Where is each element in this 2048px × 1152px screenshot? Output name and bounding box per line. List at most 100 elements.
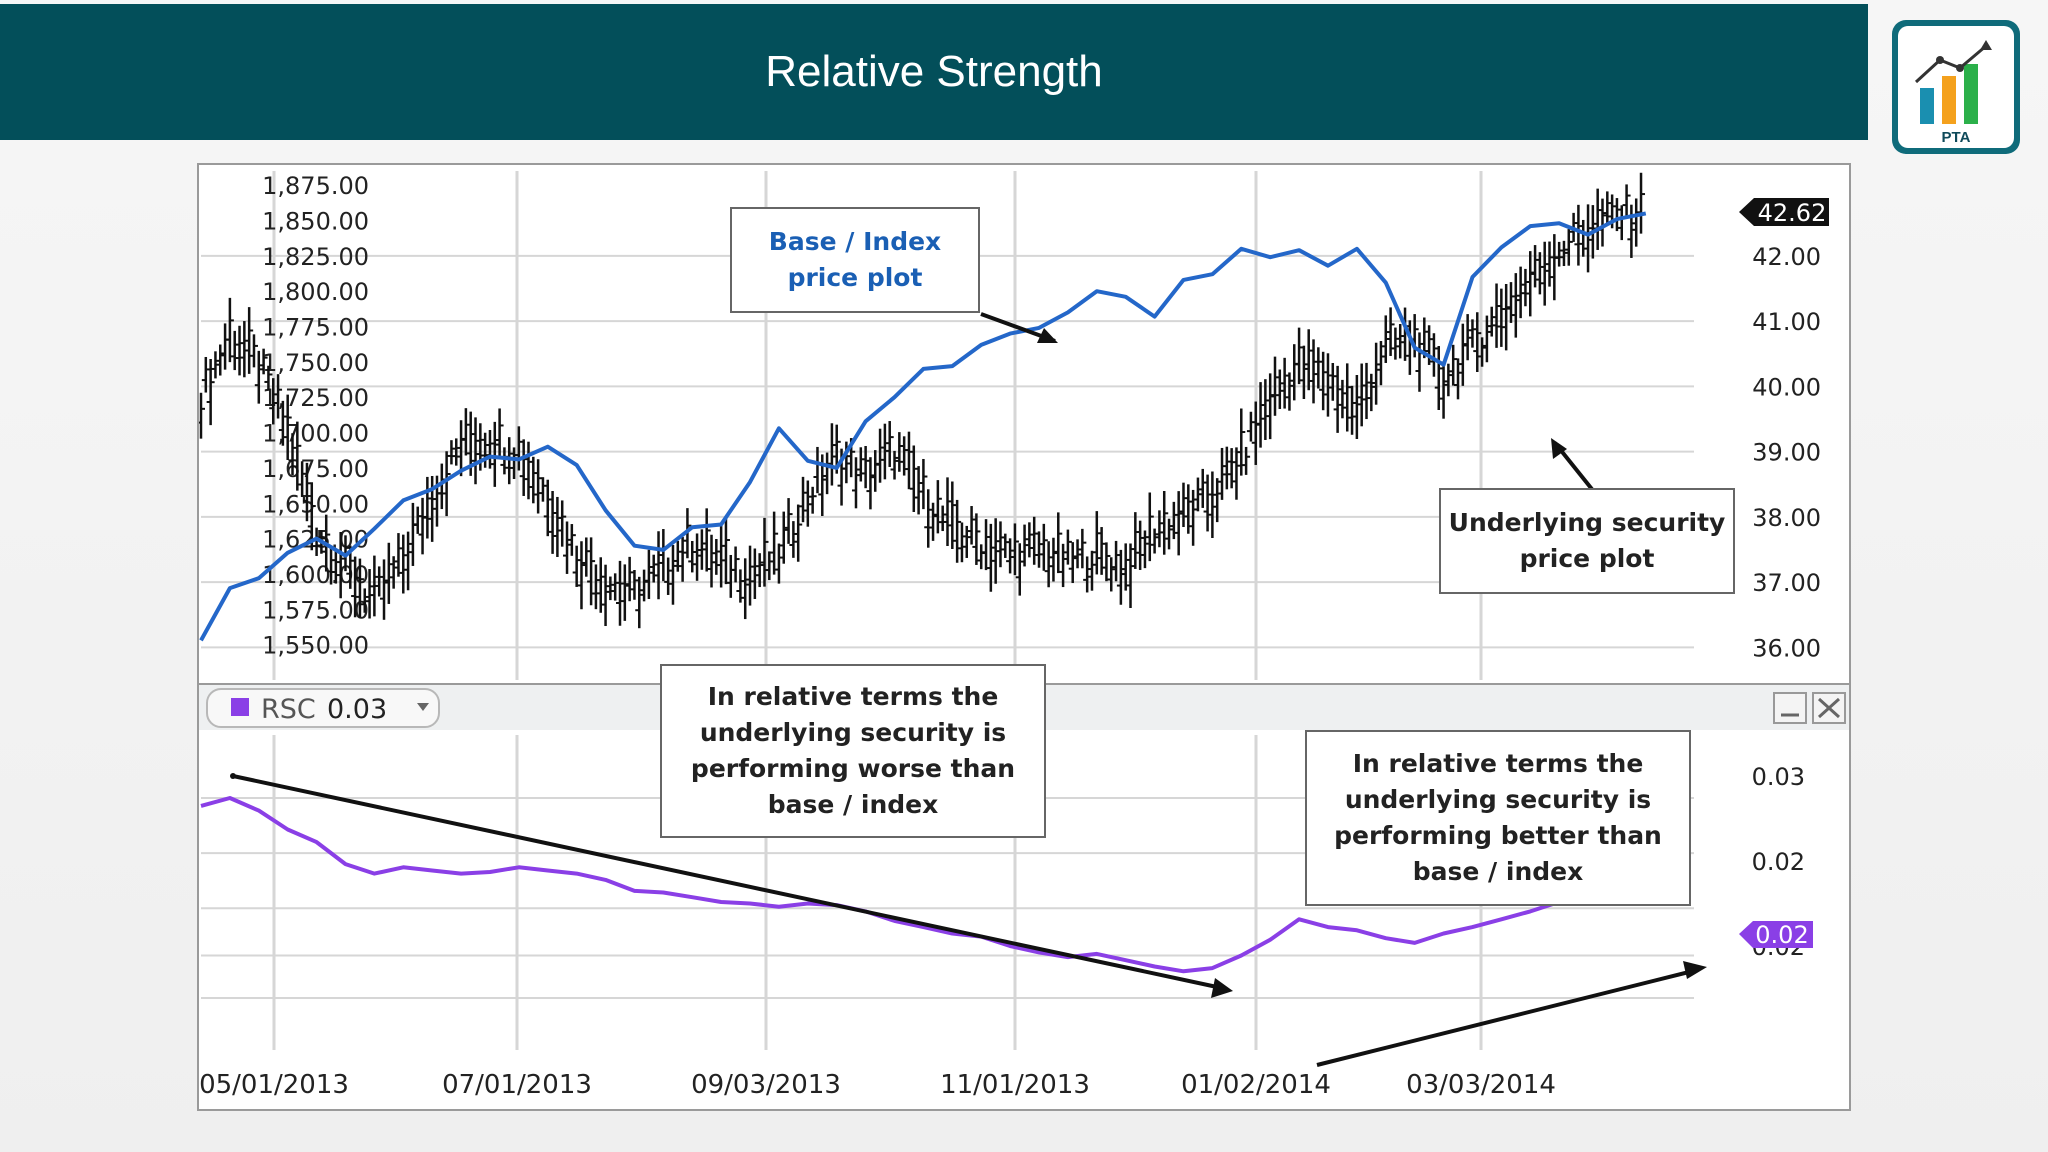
underlying-price-bar xyxy=(1458,323,1467,386)
rsc-axis-tick-label: 0.03 xyxy=(1752,763,1805,791)
better-than-callout: In relative terms the underlying securit… xyxy=(1305,730,1691,906)
underlying-price-bar xyxy=(230,330,239,371)
underlying-price-bar xyxy=(1545,241,1554,287)
underlying-price-bar xyxy=(577,541,586,610)
underlying-price-bar xyxy=(1160,491,1169,555)
underlying-price-bar xyxy=(240,321,249,378)
underlying-price-bar xyxy=(370,555,379,617)
underlying-price-bar xyxy=(1454,358,1463,400)
underlying-price-bar xyxy=(1222,446,1231,490)
underlying-price-bar xyxy=(283,394,292,460)
underlying-price-bar xyxy=(1242,446,1251,475)
underlying-price-bar xyxy=(1391,327,1400,360)
underlying-price-bar xyxy=(225,297,234,363)
logo-text: PTA xyxy=(1941,129,1971,146)
right-axis-tick-label: 39.00 xyxy=(1752,439,1821,467)
underlying-price-bar xyxy=(606,576,615,601)
underlying-price-bar xyxy=(1564,229,1573,266)
underlying-price-bar xyxy=(1502,283,1511,351)
underlying-price-bar xyxy=(394,533,403,577)
underlying-price-bar xyxy=(563,521,572,574)
underlying-price-bar xyxy=(717,523,726,588)
underlying-price-bar xyxy=(1126,543,1135,609)
underlying-price-bar xyxy=(851,457,860,509)
underlying-price-bar xyxy=(933,480,942,534)
underlying-price-bar xyxy=(1059,543,1068,588)
underlying-price-bar xyxy=(1232,447,1241,500)
underlying-price-bar xyxy=(784,498,793,544)
underlying-price-bar xyxy=(986,523,995,592)
underlying-price-bar xyxy=(823,452,832,495)
underlying-price-bar xyxy=(1449,344,1458,386)
underlying-price-bar xyxy=(1367,373,1376,412)
underlying-price-bar xyxy=(1198,468,1207,508)
underlying-price-bar xyxy=(808,486,817,514)
underlying-price-bar xyxy=(1246,411,1255,442)
underlying-price-bar xyxy=(904,431,913,490)
underlying-price-bar xyxy=(1482,315,1491,363)
underlying-price-bar xyxy=(799,476,808,523)
underlying-price-bar xyxy=(1193,477,1202,512)
underlying-price-bar xyxy=(991,518,1000,584)
underlying-price-bar xyxy=(1054,512,1063,574)
underlying-price-bar xyxy=(803,480,812,527)
underlying-price-bar xyxy=(736,569,745,603)
underlying-price-bar xyxy=(1063,529,1072,565)
underlying-price-bar xyxy=(770,511,779,575)
left-axis-tick-label: 1,800.00 xyxy=(262,278,369,306)
underlying-price-bar xyxy=(616,560,625,626)
underlying-price-bar xyxy=(197,392,205,439)
underlying-price-bar xyxy=(861,446,870,489)
underlying-price-bar xyxy=(625,556,634,602)
worse-callout-line-1: In relative terms the xyxy=(707,682,999,711)
underlying-price-bar xyxy=(274,374,283,419)
underlying-price-bar xyxy=(404,531,413,591)
underlying-price-bar xyxy=(741,558,750,620)
underlying-price-bar xyxy=(1516,266,1525,319)
rsc-legend-pill[interactable]: RSC 0.03 xyxy=(206,688,440,728)
underlying-price-bar xyxy=(1492,283,1501,348)
underlying-price-bar xyxy=(726,554,735,598)
underlying-price-bar xyxy=(885,421,894,467)
underlying-price-bar xyxy=(1044,541,1053,588)
underlying-price-bar xyxy=(649,554,658,583)
underlying-price-bar xyxy=(1555,241,1564,267)
underlying-price-bar xyxy=(1343,363,1352,432)
underlying-price-bar xyxy=(967,506,976,545)
underlying-price-bar xyxy=(1593,188,1602,250)
underlying-price-bar xyxy=(384,542,393,604)
underlying-price-bar xyxy=(1603,191,1612,225)
underlying-price-bar xyxy=(924,489,933,548)
right-axis-tick-label: 42.00 xyxy=(1752,243,1821,271)
underlying-price-bar xyxy=(254,350,263,404)
underlying-price-bar xyxy=(1020,524,1029,567)
underlying-price-bar xyxy=(1116,549,1125,605)
underlying-price-bar xyxy=(211,351,220,379)
underlying-price-bar xyxy=(1169,501,1178,540)
close-panel-button[interactable] xyxy=(1812,692,1846,724)
better-callout-line-4: base / index xyxy=(1412,857,1584,886)
underlying-price-bar xyxy=(957,522,966,563)
base-index-callout-line-2: price plot xyxy=(787,263,923,292)
minimize-button[interactable] xyxy=(1773,692,1807,724)
underlying-price-bar xyxy=(524,441,533,500)
underlying-price-bar xyxy=(1208,471,1217,539)
underlying-price-bar xyxy=(1386,307,1395,356)
underlying-price-bar xyxy=(1559,240,1568,267)
underlying-price-bar xyxy=(938,505,947,532)
underlying-price-bar xyxy=(611,573,620,601)
left-axis-tick-label: 1,875.00 xyxy=(262,172,369,200)
rsc-axis-tick-label: 0.02 xyxy=(1752,848,1805,876)
underlying-price-bar xyxy=(774,543,783,584)
underlying-price-bar xyxy=(1584,204,1593,273)
underlying-price-bar xyxy=(1295,327,1304,385)
underlying-callout: Underlying security price plot xyxy=(1439,488,1735,594)
underlying-price-bar xyxy=(1333,365,1342,433)
underlying-price-bar xyxy=(481,432,490,468)
underlying-price-bar xyxy=(596,557,605,613)
underlying-price-bar xyxy=(876,428,885,483)
underlying-price-bar xyxy=(1319,351,1328,411)
underlying-price-bar xyxy=(750,548,759,599)
underlying-price-bar xyxy=(1612,198,1621,232)
underlying-price-bar xyxy=(914,466,923,515)
